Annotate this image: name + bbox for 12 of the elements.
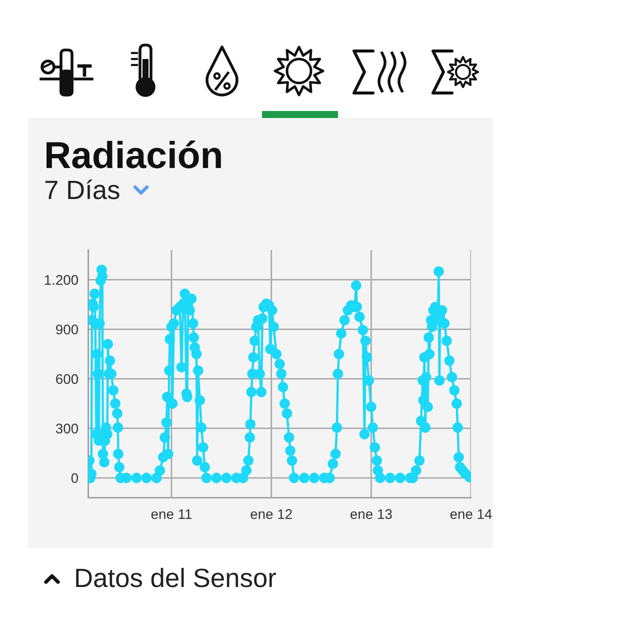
y-tick-label: 1.200 <box>44 275 78 285</box>
y-tick-label: 900 <box>56 324 78 334</box>
y-tick-label: 0 <box>71 473 78 484</box>
x-tick-label: ene 12 <box>250 509 292 520</box>
x-tick-label: ene 14 <box>450 509 492 520</box>
x-tick-label: ene 11 <box>151 509 192 520</box>
x-tick-label: ene 13 <box>350 509 392 520</box>
chart-subtitle: 7 Días <box>45 180 120 200</box>
chart-title: Radiación <box>46 140 221 168</box>
text: Datos del Sensor <box>76 568 276 588</box>
y-tick-label: 300 <box>56 424 78 434</box>
y-tick-label: 600 <box>56 374 78 384</box>
